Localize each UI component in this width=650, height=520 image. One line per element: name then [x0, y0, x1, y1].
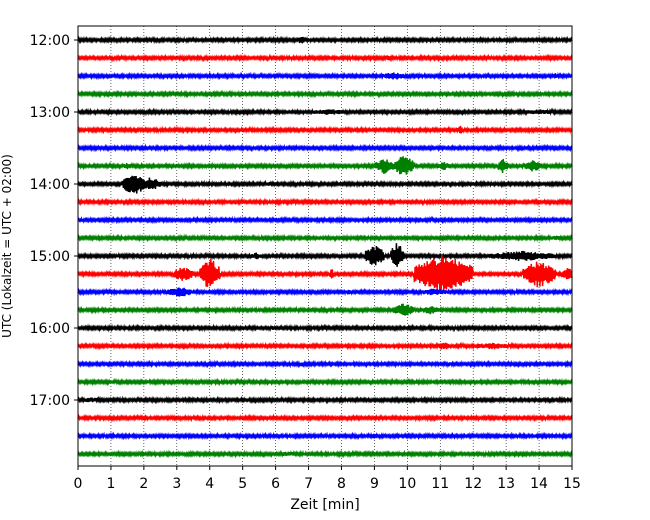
x-tick-label: 12 — [464, 476, 482, 492]
y-tick-label: 14:00 — [30, 177, 70, 193]
x-tick-label: 15 — [563, 476, 581, 492]
trace-1545 — [77, 303, 573, 316]
trace-1600 — [77, 323, 573, 333]
trace-1200 — [77, 35, 573, 45]
trace-1415 — [77, 197, 573, 207]
trace-1245 — [77, 89, 573, 99]
y-tick-label: 12:00 — [30, 33, 70, 49]
trace-1315 — [77, 125, 573, 135]
y-tick-label: 16:00 — [30, 321, 70, 337]
trace-1645 — [77, 377, 573, 387]
seismic-traces — [77, 35, 573, 459]
trace-1630 — [77, 359, 573, 369]
trace-1515 — [77, 255, 573, 292]
trace-1430 — [77, 215, 573, 225]
y-axis-ticks: 12:00 13:00 14:00 15:00 16:00 17:00 — [30, 33, 78, 409]
y-axis-label: UTC (Lokalzeit = UTC + 02:00) — [0, 154, 14, 338]
x-tick-label: 7 — [304, 476, 313, 492]
trace-1715 — [77, 413, 573, 423]
trace-1445 — [77, 233, 573, 243]
trace-1215 — [77, 53, 573, 63]
x-tick-label: 14 — [530, 476, 548, 492]
x-tick-label: 5 — [238, 476, 247, 492]
x-tick-label: 8 — [337, 476, 346, 492]
y-tick-label: 13:00 — [30, 105, 70, 121]
trace-1745 — [77, 449, 573, 459]
trace-1400 — [77, 175, 573, 194]
x-tick-label: 2 — [139, 476, 148, 492]
trace-1345 — [77, 156, 573, 175]
trace-1500 — [77, 243, 573, 267]
y-tick-label: 17:00 — [30, 393, 70, 409]
plot-frame — [77, 25, 573, 467]
x-tick-label: 0 — [74, 476, 83, 492]
x-tick-label: 13 — [497, 476, 515, 492]
trace-1730 — [77, 431, 573, 441]
trace-1530 — [77, 287, 573, 297]
trace-1230 — [77, 71, 573, 81]
trace-1300 — [77, 107, 573, 117]
x-axis-ticks: 0 1 2 3 4 5 6 7 8 9 10 11 12 13 14 15 — [74, 466, 581, 492]
x-tick-label: 4 — [205, 476, 214, 492]
x-tick-label: 11 — [431, 476, 449, 492]
x-tick-label: 9 — [370, 476, 379, 492]
x-tick-label: 6 — [271, 476, 280, 492]
x-tick-label: 3 — [172, 476, 181, 492]
x-tick-label: 10 — [398, 476, 416, 492]
x-axis-label: Zeit [min] — [290, 497, 359, 513]
trace-1700 — [77, 395, 573, 405]
trace-1615 — [77, 341, 573, 351]
trace-1330 — [77, 143, 573, 153]
x-tick-label: 1 — [106, 476, 115, 492]
grid-lines — [110, 26, 540, 466]
y-tick-label: 15:00 — [30, 249, 70, 265]
